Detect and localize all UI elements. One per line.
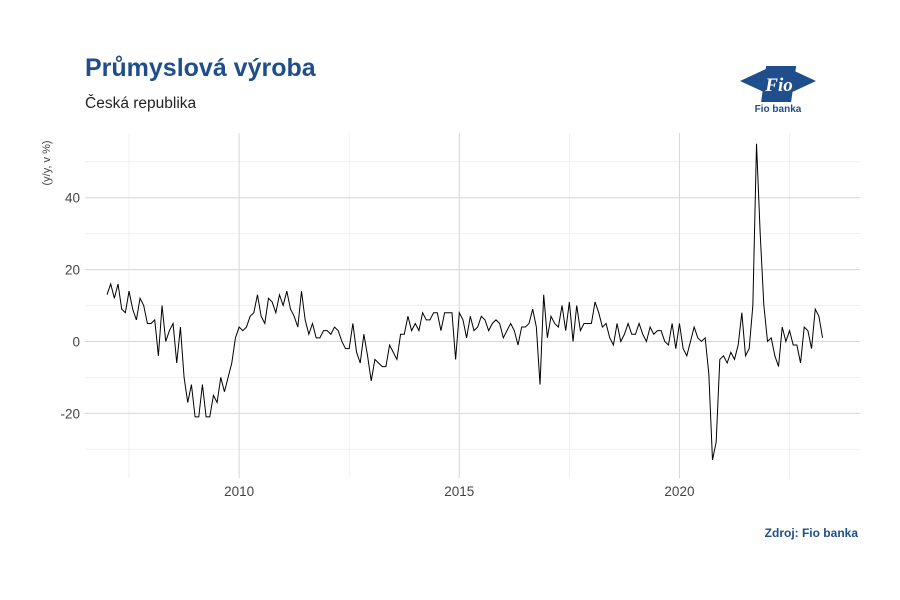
y-axis-ticks: -20 0 20 40: [60, 191, 80, 422]
grid-lines: [85, 133, 860, 478]
x-tick-label: 2010: [224, 484, 254, 499]
y-axis-label: (y/y, v %): [41, 140, 53, 185]
x-tick-label: 2020: [664, 484, 694, 499]
fio-banka-logo: Fio Fio banka: [738, 60, 818, 118]
y-tick-label: 20: [65, 263, 80, 278]
logo-label: Fio banka: [754, 104, 802, 115]
y-tick-label: 40: [65, 191, 80, 206]
chart-title: Průmyslová výroba: [85, 54, 316, 82]
logo-mark: Fio: [764, 75, 792, 96]
source-note: Zdroj: Fio banka: [764, 526, 858, 540]
series-line: [106, 143, 824, 461]
y-tick-label: 0: [72, 334, 80, 349]
fio-flag-icon: Fio: [740, 66, 816, 102]
chart-subtitle: Česká republika: [85, 95, 197, 112]
y-tick-label: -20: [60, 406, 80, 421]
x-tick-label: 2015: [444, 484, 474, 499]
x-axis-ticks: 2010 2015 2020: [224, 484, 694, 499]
